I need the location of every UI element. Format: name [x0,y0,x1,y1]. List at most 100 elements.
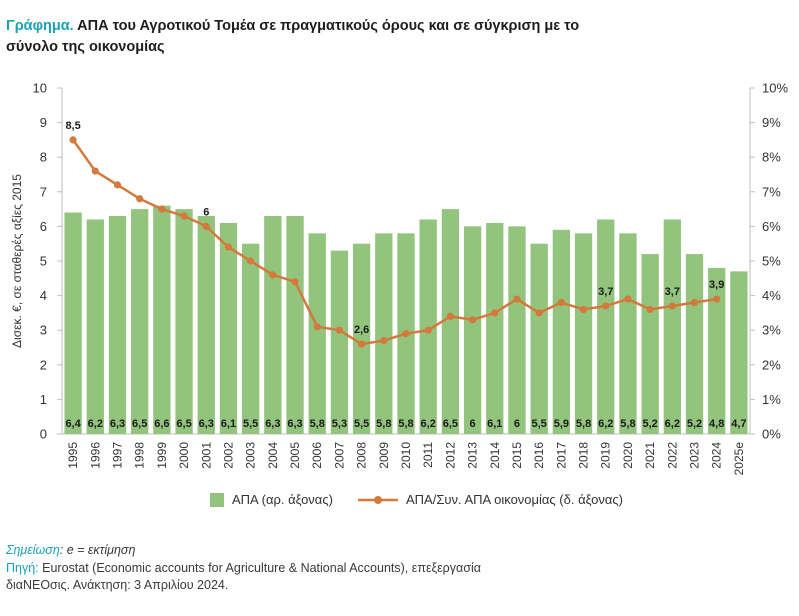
bar [219,222,238,434]
x-tick-label: 2021 [643,442,657,469]
left-tick-label: 0 [40,427,47,442]
source-line-2: διαNEOσις. Ανάκτηση: 3 Απριλίου 2024. [6,578,229,592]
bar [153,205,171,434]
x-tick-label: 2006 [310,442,324,469]
bar [730,271,748,434]
line-point [180,212,188,220]
line-point [468,316,477,324]
line-point [224,243,233,251]
line-point [269,271,277,279]
right-tick-label: 7% [762,184,781,199]
x-tick-label: 2025e [732,442,746,476]
bar-value-label: 6,5 [443,418,458,430]
line-value-label: 8,5 [65,120,80,132]
bar-value-label: 5,8 [376,418,391,430]
legend-item-line: ΑΠΑ/Συν. ΑΠΑ οικονομίας (δ. άξονας) [358,492,623,507]
x-tick-label: 1995 [66,442,80,469]
x-tick-label: 1997 [110,442,124,469]
line-point [579,305,588,314]
left-tick-label: 1 [40,392,47,407]
left-tick-label: 2 [40,357,47,372]
line-point [602,302,610,310]
right-tick-label: 10% [762,81,788,96]
line-value-label: 6 [203,206,209,218]
line-point [91,167,99,175]
legend-line-swatch [358,495,398,504]
left-tick-label: 5 [40,254,47,269]
bar [86,219,104,434]
bar-value-label: 6,2 [665,418,680,430]
bar-value-label: 5,8 [620,418,635,430]
right-tick-label: 9% [762,115,781,130]
line-point [713,295,721,303]
left-tick-label: 7 [40,184,47,199]
bar [108,216,127,434]
right-tick-label: 0% [762,427,781,442]
left-tick-label: 9 [40,115,47,130]
x-tick-label: 1996 [88,442,102,469]
bar-value-label: 5,8 [398,418,413,430]
x-tick-label: 1999 [155,442,169,469]
x-tick-label: 2019 [599,442,613,469]
right-tick-label: 4% [762,288,781,303]
bar-value-label: 6,1 [487,418,502,430]
bar-value-label: 5,5 [532,418,547,430]
x-tick-label: 2007 [332,442,346,469]
title-text: ΑΠΑ του Αγροτικού Τομέα σε πραγματικούς … [6,18,580,55]
chart-area: 0 1 2 3 4 5 6 7 8 9 10 0% 1% 2% 3% 4% 5% 6% 7% 8% 9% 10% Δισεκ… [10,81,788,476]
title-lead: Γράφημα. [6,18,74,34]
right-tick-label: 1% [762,392,781,407]
x-tick-label: 2003 [244,442,258,469]
line-value-label: 3,9 [709,279,724,291]
bar-value-label: 5,8 [576,418,591,430]
bar [574,233,593,434]
x-tick-label: 2004 [266,442,280,469]
left-tick-label: 8 [40,150,47,165]
x-tick-label: 2011 [421,442,435,468]
line-point [535,309,543,317]
line-point [646,305,654,314]
chart-notes: Σημείωση: e = εκτίμηση Πηγή: Eurostat (E… [6,542,481,595]
bar-value-label: 6 [470,418,476,430]
line-point [424,326,432,334]
bar [441,209,460,434]
bar [597,219,615,434]
left-tick-label: 10 [33,81,47,96]
bar [685,254,704,434]
x-tick-label: 2022 [665,442,679,469]
x-tick-label: 2001 [199,442,213,469]
line-point [624,295,632,303]
line-point [690,298,699,307]
line-point [402,330,410,338]
note-label: Σημείωση [6,543,60,557]
line-point [446,312,454,320]
bar [286,216,304,434]
line-value-label: 3,7 [665,286,680,298]
source-label: Πηγή: [6,560,39,575]
bar-value-label: 5,2 [642,418,657,430]
x-tick-label: 2000 [177,442,191,469]
bar [486,222,504,434]
bar [641,254,659,434]
bar-value-label: 6,4 [65,418,81,430]
line-point [335,326,344,334]
x-tick-label: 2018 [577,442,591,469]
x-tick-label: 2012 [443,442,457,469]
bar-value-label: 6,3 [287,418,302,430]
line-point [491,309,499,317]
bar-value-label: 6,2 [598,418,613,430]
x-tick-label: 2008 [355,442,369,469]
note-line: Σημείωση: e = εκτίμηση [6,542,481,560]
x-tick-label: 2005 [288,442,302,469]
bar [530,243,548,434]
x-tick-label: 1998 [133,442,147,469]
bar-value-label: 6,2 [421,418,436,430]
bar-value-label: 6,1 [221,418,236,430]
line-value-label: 2,6 [354,324,369,336]
bar-value-label: 6,5 [176,418,191,430]
x-tick-label: 2020 [621,442,635,469]
bar [552,229,571,434]
line-point [202,222,210,230]
legend-line-label: ΑΠΑ/Συν. ΑΠΑ οικονομίας (δ. άξονας) [406,492,623,507]
line-point [668,302,676,310]
